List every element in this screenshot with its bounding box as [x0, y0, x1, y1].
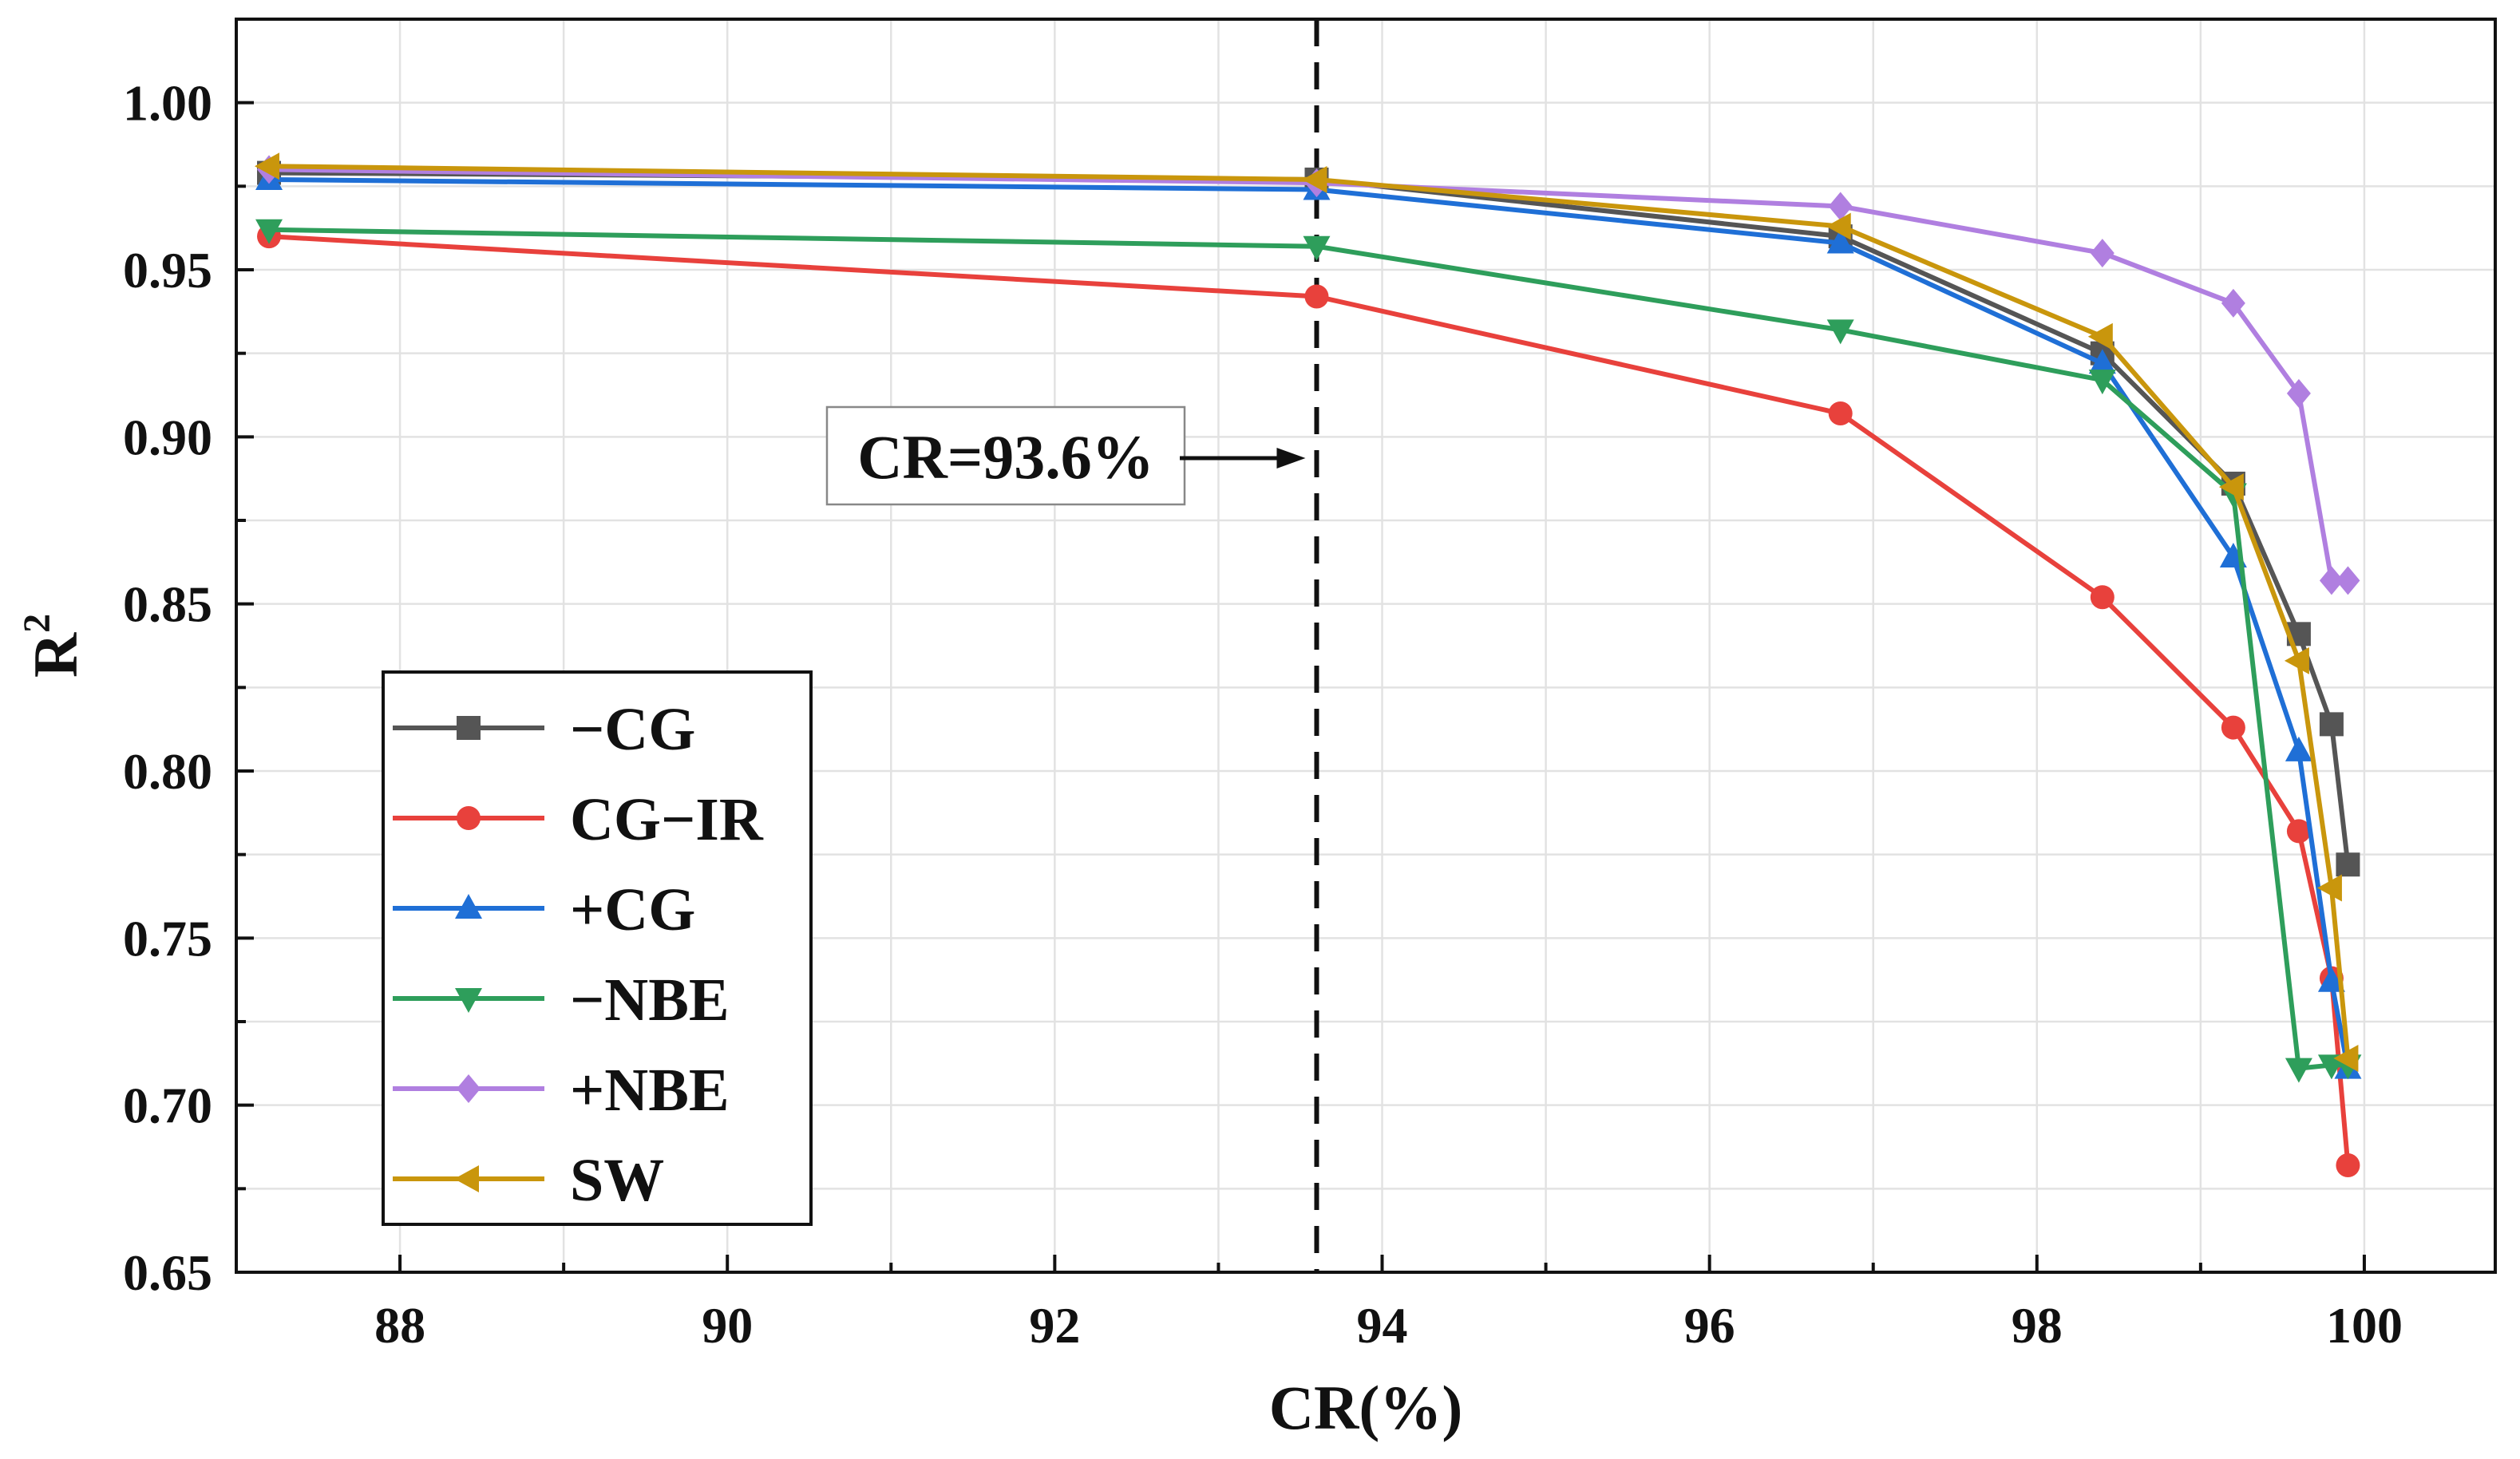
data-point: [457, 806, 481, 830]
data-point: [1826, 228, 1854, 254]
y-tick-label: 0.75: [123, 910, 212, 967]
data-point: [1826, 319, 1854, 345]
data-point: [1302, 165, 1327, 193]
x-tick-label: 98: [2012, 1297, 2063, 1354]
annotation-label: CR=93.6%: [857, 422, 1154, 492]
data-point: [2319, 712, 2344, 737]
data-point: [2319, 566, 2344, 595]
y-tick-label: 0.70: [123, 1077, 212, 1134]
legend-label: −NBE: [570, 967, 730, 1034]
legend-label: −CG: [570, 696, 695, 763]
series-5: [255, 152, 2359, 1073]
x-tick-label: 90: [702, 1297, 753, 1354]
data-point: [1826, 212, 1851, 240]
ticks: [235, 18, 2366, 1274]
plot-frame: [235, 18, 2497, 1274]
data-point: [2317, 967, 2345, 992]
annotation-box: [825, 405, 1186, 506]
legend-item: −NBE: [393, 967, 730, 1034]
data-point: [2090, 239, 2115, 268]
data-point: [457, 716, 481, 740]
series-4: [257, 155, 2360, 595]
legend-label: +NBE: [570, 1057, 730, 1124]
y-tick-label: 0.90: [123, 409, 212, 465]
legend-item: +NBE: [393, 1057, 730, 1124]
series-line: [268, 176, 2351, 1070]
series-line: [268, 164, 2351, 1059]
data-point: [454, 1165, 479, 1192]
data-point: [255, 152, 280, 180]
y-axis-title-base: R: [21, 631, 90, 678]
data-point: [2336, 852, 2360, 877]
data-point: [2218, 473, 2244, 501]
data-point: [2286, 378, 2311, 408]
data-point: [2336, 1153, 2360, 1178]
data-point: [455, 988, 482, 1013]
x-tick-label: 88: [374, 1297, 425, 1354]
y-tick-label: 0.85: [123, 576, 212, 633]
data-point: [2333, 1045, 2359, 1073]
data-point: [2316, 874, 2342, 902]
data-point: [2087, 322, 2113, 350]
data-point: [2285, 736, 2312, 761]
data-point: [2285, 1058, 2312, 1083]
data-point: [455, 894, 482, 919]
legend-item: CG−IR: [393, 786, 764, 853]
legend-box: [382, 670, 813, 1226]
data-point: [2221, 288, 2245, 318]
y-axis-title-superscript: 2: [16, 614, 58, 633]
data-point: [2336, 566, 2360, 595]
y-tick-label: 0.80: [123, 743, 212, 800]
legend-item: SW: [393, 1147, 664, 1214]
y-tick-label: 1.00: [123, 75, 212, 132]
y-tick-label: 0.65: [123, 1244, 212, 1301]
y-axis-title: R2: [16, 614, 90, 678]
data-point: [1303, 235, 1331, 261]
data-point: [1828, 401, 1853, 426]
data-point: [457, 1074, 481, 1103]
data-point: [1304, 284, 1329, 309]
series-layer: [255, 152, 2362, 1178]
legend-item: −CG: [393, 696, 695, 763]
data-point: [2088, 370, 2116, 395]
x-axis-title: CR(%): [1269, 1373, 1463, 1442]
legend-items: −CG CG−IR +CG −NBE +NBE SW: [393, 696, 764, 1214]
annotation-arrow-head: [1276, 448, 1306, 469]
legend-item: +CG: [393, 876, 695, 943]
annotation: CR=93.6%: [825, 405, 1306, 506]
x-tick-label: 92: [1029, 1297, 1080, 1354]
grid: [236, 19, 2495, 1272]
x-tick-label: 94: [1357, 1297, 1408, 1354]
data-point: [2088, 349, 2116, 374]
data-point: [255, 219, 283, 244]
x-tick-label: 96: [1684, 1297, 1735, 1354]
y-tick-label: 0.95: [123, 242, 212, 299]
x-tick-label: 100: [2326, 1297, 2403, 1354]
data-point: [2221, 715, 2245, 740]
legend-label: CG−IR: [570, 786, 764, 853]
data-point: [2284, 646, 2309, 674]
data-point: [2090, 585, 2115, 610]
legend: −CG CG−IR +CG −NBE +NBE SW: [382, 670, 813, 1226]
tick-labels: 88 90 92 94 96 98 100 0.65 0.70 0.75 0.80 0.85 0.90 0…: [123, 75, 2403, 1354]
data-point: [2286, 819, 2311, 844]
legend-label: SW: [570, 1147, 664, 1214]
data-point: [1828, 192, 1853, 221]
legend-label: +CG: [570, 876, 695, 943]
